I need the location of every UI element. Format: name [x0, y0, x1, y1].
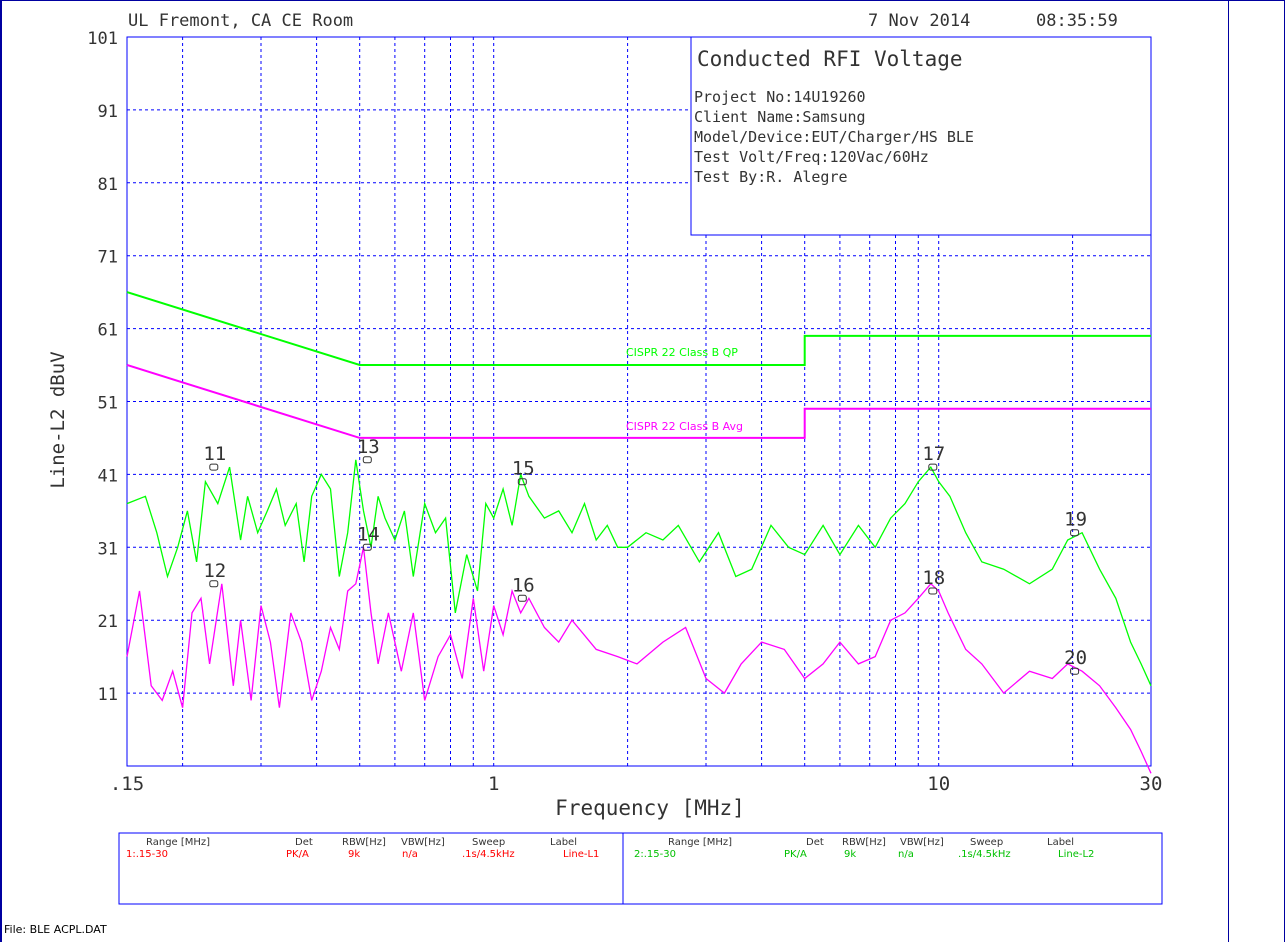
x-tick-label: .15: [110, 773, 144, 795]
marker-label: 19: [1064, 509, 1087, 531]
range-row2-vbw: n/a: [898, 849, 914, 860]
marker-symbol: [1070, 667, 1080, 675]
trace-peak-line: [126, 459, 1152, 687]
range-header-sweep-1: Sweep: [472, 837, 505, 848]
range-header-vbw-1: VBW[Hz]: [401, 837, 445, 848]
range-row1-rbw: 9k: [348, 849, 360, 860]
y-tick-label: 11: [98, 685, 118, 705]
x-tick-label: 30: [1140, 773, 1163, 795]
marker-label: 18: [922, 567, 945, 589]
info-volt-freq: Test Volt/Freq:120Vac/60Hz: [694, 148, 929, 166]
info-client: Client Name:Samsung: [694, 108, 866, 126]
info-project: Project No:14U19260: [694, 88, 866, 106]
range-header-det-2: Det: [806, 837, 824, 848]
info-title: Conducted RFI Voltage: [697, 47, 963, 71]
marker-label: 16: [512, 574, 535, 596]
marker-symbol: [517, 594, 527, 602]
y-tick-label: 71: [98, 248, 118, 268]
limit-line-qp: [126, 291, 1151, 366]
range-row1-sweep: .1s/4.5kHz: [462, 849, 515, 860]
info-model: Model/Device:EUT/Charger/HS BLE: [694, 128, 974, 146]
marker-label: 11: [203, 443, 226, 465]
limit-layer: [126, 291, 1151, 439]
marker-label: 15: [512, 458, 535, 480]
range-row2-range: 2:.15-30: [634, 849, 676, 860]
header-time: 08:35:59: [1036, 11, 1118, 31]
y-tick-label: 21: [98, 612, 118, 632]
range-header-label-2: Label: [1047, 837, 1074, 848]
x-tick-label: 10: [927, 773, 950, 795]
marker-label: 13: [357, 436, 380, 458]
marker-label: 20: [1064, 647, 1087, 669]
y-tick-label: 51: [98, 394, 118, 414]
marker-symbol: [362, 543, 372, 551]
marker-symbol: [209, 580, 219, 588]
y-axis-label: Line-L2 dBuV: [47, 351, 69, 488]
x-tick-label: 1: [488, 773, 499, 795]
range-header-det-1: Det: [295, 837, 313, 848]
trace-average-line: [126, 547, 1152, 774]
y-tick-label: 101: [87, 29, 118, 49]
range-header-sweep-2: Sweep: [970, 837, 1003, 848]
marker-symbol: [928, 587, 938, 595]
marker-symbol: [209, 463, 219, 471]
range-header-vbw-2: VBW[Hz]: [900, 837, 944, 848]
marker-symbol: [1070, 529, 1080, 537]
range-row2-label: Line-L2: [1058, 849, 1094, 860]
marker-layer: 11 12 13 14 15 16 17 18 19 20: [203, 436, 1087, 675]
limit-annotation-avg: CISPR 22 Class B Avg: [626, 420, 743, 433]
marker-symbol: [928, 463, 938, 471]
range-row1-range: 1:.15-30: [126, 849, 168, 860]
plot-area-border: [126, 36, 1152, 767]
y-tick-label: 81: [98, 175, 118, 195]
trace-layer: [126, 459, 1152, 774]
range-header-rbw-1: RBW[Hz]: [342, 837, 386, 848]
marker-label: 12: [203, 560, 226, 582]
info-tester: Test By:R. Alegre: [694, 168, 848, 186]
range-header-label-1: Label: [550, 837, 577, 848]
y-tick-label: 31: [98, 539, 118, 559]
frame-left-border: [0, 0, 2, 942]
marker-symbol: [517, 478, 527, 486]
range-row2-rbw: 9k: [844, 849, 856, 860]
marker-symbol: [362, 456, 372, 464]
x-tick-labels: .15 1 10 30: [110, 773, 1163, 795]
header-site: UL Fremont, CA CE Room: [128, 11, 353, 31]
range-row1-vbw: n/a: [402, 849, 418, 860]
limit-line-avg: [126, 364, 1151, 439]
marker-label: 17: [922, 443, 945, 465]
frame-right-border: [1228, 0, 1229, 942]
range-table: [118, 832, 1163, 905]
limit-annotation-qp: CISPR 22 Class B QP: [626, 346, 738, 359]
header-date: 7 Nov 2014: [868, 11, 970, 31]
range-header-rbw-2: RBW[Hz]: [842, 837, 886, 848]
range-row1-det: PK/A: [286, 849, 309, 860]
y-tick-label: 91: [98, 102, 118, 122]
range-header-range-1: Range [MHz]: [146, 837, 210, 848]
info-box: [690, 36, 1152, 236]
file-name-label: File: BLE ACPL.DAT: [4, 923, 107, 936]
marker-label: 14: [357, 523, 380, 545]
x-axis-label: Frequency [MHz]: [555, 796, 745, 820]
y-tick-label: 41: [98, 466, 118, 486]
y-tick-label: 61: [98, 321, 118, 341]
y-tick-labels: 101 91 81 71 61 51 41 31 21 11: [87, 29, 118, 705]
frame-top-border: [0, 0, 1285, 1]
range-header-range-2: Range [MHz]: [668, 837, 732, 848]
range-row1-label: Line-L1: [563, 849, 599, 860]
range-row2-sweep: .1s/4.5kHz: [958, 849, 1011, 860]
range-row2-det: PK/A: [784, 849, 807, 860]
